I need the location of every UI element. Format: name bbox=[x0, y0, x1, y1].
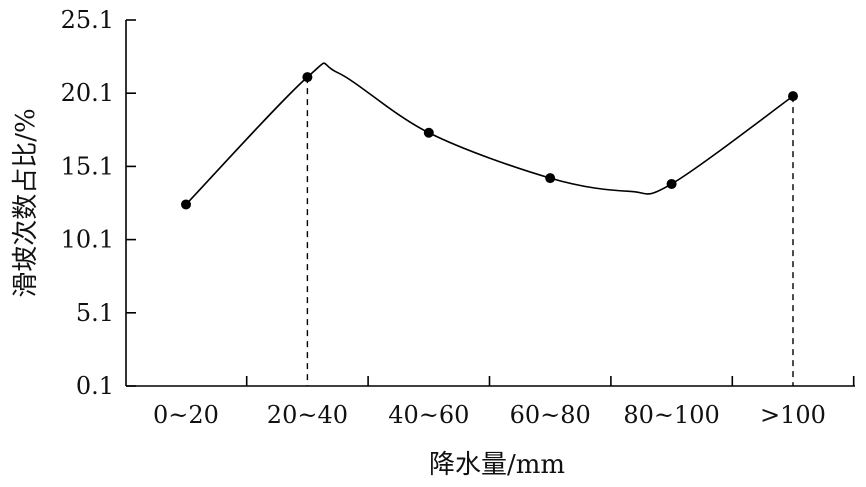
series-line bbox=[185, 62, 794, 206]
data-point bbox=[423, 127, 434, 138]
data-point bbox=[788, 91, 798, 102]
y-tick-label: 0.1 bbox=[76, 372, 114, 400]
dashed-drop-lines bbox=[306, 77, 794, 386]
y-axis-title: 滑坡次数占比/% bbox=[11, 108, 41, 297]
y-tick-label: 5.1 bbox=[76, 299, 114, 327]
y-tick-label: 25.1 bbox=[61, 6, 114, 34]
data-points bbox=[181, 72, 798, 210]
x-ticks: 0~20 20~40 40~60 60~80 80~100 >100 bbox=[153, 376, 855, 429]
x-axis: 0~20 20~40 40~60 60~80 80~100 >100 bbox=[126, 376, 855, 429]
x-tick-label: 40~60 bbox=[388, 401, 469, 429]
y-tick-label: 10.1 bbox=[61, 226, 114, 254]
y-tick-label: 15.1 bbox=[61, 152, 114, 180]
x-axis-title: 降水量/mm bbox=[429, 450, 565, 480]
y-ticks: 0.1 5.1 10.1 15.1 20.1 25.1 bbox=[61, 6, 136, 400]
y-tick-label: 20.1 bbox=[61, 79, 114, 107]
x-tick-label: 60~80 bbox=[510, 401, 591, 429]
data-point bbox=[302, 72, 313, 83]
y-axis: 0.1 5.1 10.1 15.1 20.1 25.1 bbox=[61, 6, 136, 400]
data-point bbox=[181, 199, 191, 210]
x-tick-label: 20~40 bbox=[267, 401, 348, 429]
x-tick-label: >100 bbox=[760, 401, 826, 429]
x-tick-label: 80~100 bbox=[623, 401, 719, 429]
data-point bbox=[545, 173, 556, 184]
data-point bbox=[666, 178, 677, 189]
x-tick-label: 0~20 bbox=[153, 401, 219, 429]
